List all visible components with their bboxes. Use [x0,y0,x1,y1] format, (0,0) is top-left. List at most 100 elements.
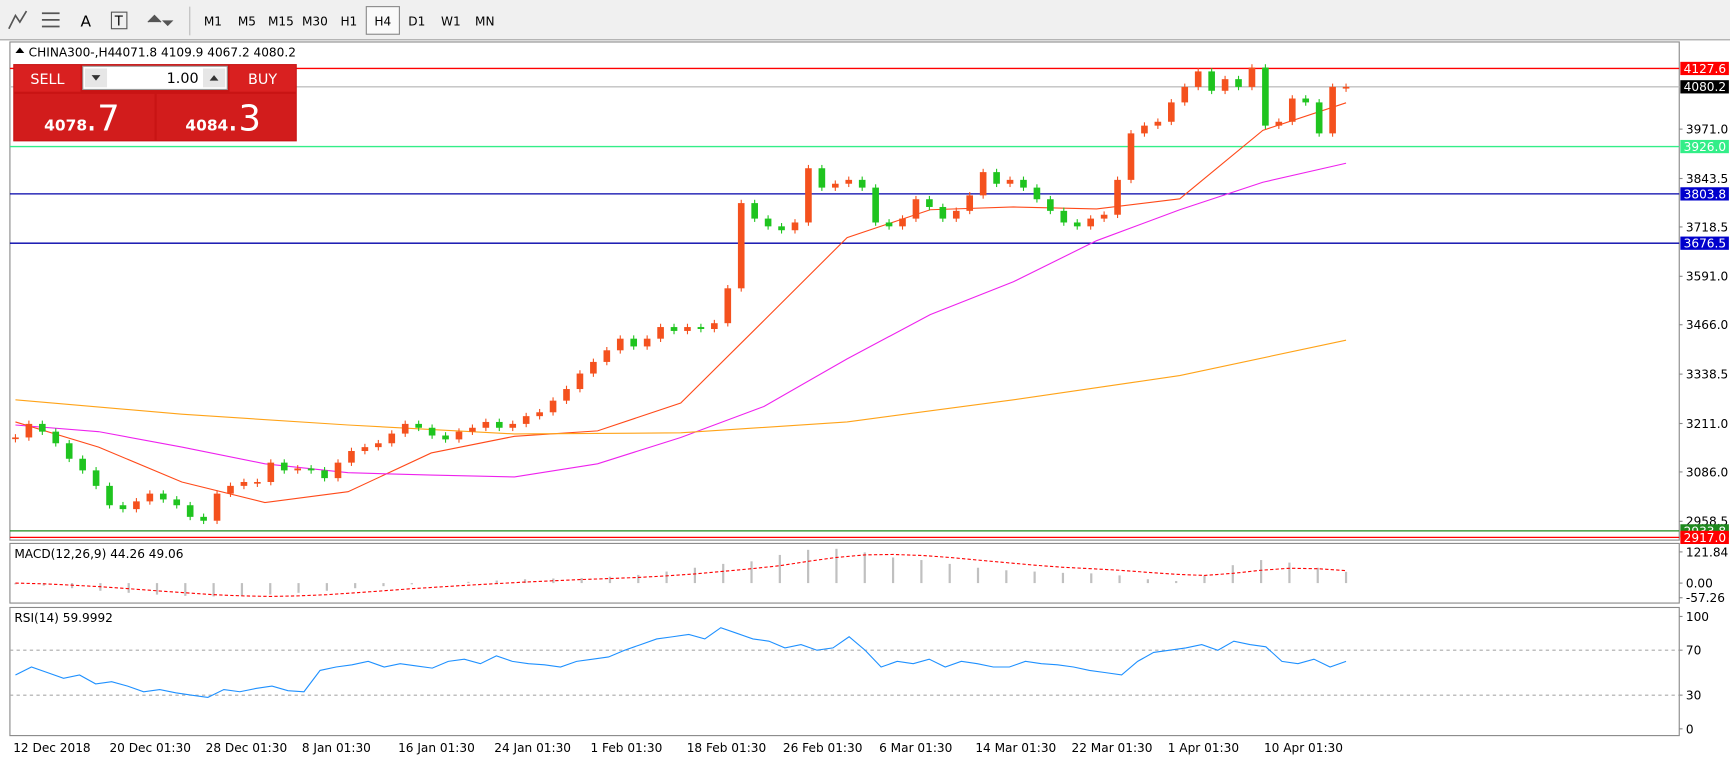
buy-label[interactable]: BUY [248,72,277,88]
candle [1114,179,1121,215]
candle [334,462,342,479]
candle [1047,199,1054,211]
timeframe-selected[interactable] [365,6,400,35]
macd-title: MACD(12,26,9) 44.26 49.06 [14,547,183,561]
toolbar [0,0,1730,40]
volume-field[interactable] [82,65,228,91]
candle [509,423,517,428]
collapse-arrow[interactable] [15,47,25,54]
macd-frame [9,542,1680,604]
candle [348,451,355,463]
y-tick-label: -57.26 [1686,591,1725,605]
candle [791,222,799,231]
candle [455,431,463,440]
chart-title: CHINA300-,H4 [29,45,116,59]
price-level-label: 3676.5 [1684,237,1726,251]
bid-box[interactable] [14,93,155,141]
candle [1033,187,1041,200]
timeframe[interactable]: M1 [204,14,222,28]
y-tick-label: 0 [1686,722,1694,736]
timeframe[interactable]: M15 [268,14,294,28]
icon-chart[interactable] [8,10,28,30]
candle [576,373,584,390]
candle [590,361,597,374]
candle [173,499,181,506]
candle [764,218,772,227]
candle [39,423,46,432]
timeframe[interactable]: MN [475,14,495,28]
candle [684,327,691,331]
timeframe[interactable]: M30 [302,14,328,28]
icon-objects[interactable] [147,14,174,27]
candle [1168,102,1175,122]
candle [751,203,758,219]
x-tick-label: 22 Mar 01:30 [1072,741,1153,755]
timeframe[interactable]: W1 [441,14,461,28]
candle [442,435,449,440]
price-frame [9,41,1680,541]
candle [1208,71,1215,91]
price-level-label: 4080.2 [1684,80,1726,94]
price-level-box [1680,61,1729,76]
candle [1248,67,1256,87]
y-tick-label: 3338.5 [1686,368,1728,382]
x-tick-label: 18 Feb 01:30 [687,741,767,755]
candle [12,437,19,440]
candle [818,168,826,188]
icon-lines[interactable] [41,12,60,28]
candle [1154,121,1162,126]
candle [643,338,651,347]
y-tick-label: 3718.5 [1686,220,1728,234]
timeframe[interactable]: H4 [374,14,391,28]
bid-small: .7 [86,98,120,139]
candle [993,172,1000,184]
candle [375,443,382,448]
ask-small: .3 [227,98,261,139]
candle [872,187,879,223]
candle [1329,86,1336,134]
bid-big: 4078 [44,116,87,134]
buy-button[interactable] [229,65,296,92]
candle [469,427,476,432]
sell-label[interactable]: SELL [30,72,64,88]
moving-average [15,162,1347,478]
candle [280,462,288,471]
candle [952,210,960,219]
x-tick-label: 1 Feb 01:30 [590,741,662,755]
trade-panel: SELL 1.00 BUY 4078 .7 4084 .3 [13,64,297,142]
price-level-box [1680,530,1729,545]
x-tick-label: 10 Apr 01:30 [1264,741,1343,755]
candle [200,516,207,521]
candle [522,416,530,424]
icon-text[interactable]: A [81,13,92,31]
volume-value[interactable]: 1.00 [167,71,199,87]
candle [1275,121,1283,126]
candle [307,468,315,471]
ask-box[interactable] [156,93,296,141]
y-tick-label: 0.00 [1686,577,1713,591]
price-level-label: 2917.0 [1684,531,1726,545]
icon-label-box[interactable] [110,11,128,30]
candle [415,423,422,428]
candle [1060,210,1068,223]
candle [401,423,409,434]
candle [482,421,490,428]
candle [697,327,705,329]
ohlc: 4071.8 4109.9 4067.2 4080.2 [115,45,296,59]
x-tick-label: 24 Jan 01:30 [494,741,571,755]
y-tick-label: 3086.0 [1686,465,1728,479]
icon-label[interactable]: T [114,14,124,29]
timeframe[interactable]: M5 [238,14,256,28]
candle [267,462,275,482]
sell-button[interactable] [14,65,81,92]
candle [1315,102,1323,134]
x-tick-label: 26 Feb 01:30 [783,741,863,755]
candle [657,327,664,339]
timeframe[interactable]: H1 [340,14,357,28]
y-tick-label: 3843.5 [1686,172,1728,186]
candle [966,195,974,211]
timeframe[interactable]: D1 [408,14,425,28]
candle [1006,179,1014,184]
candle [1087,218,1094,227]
